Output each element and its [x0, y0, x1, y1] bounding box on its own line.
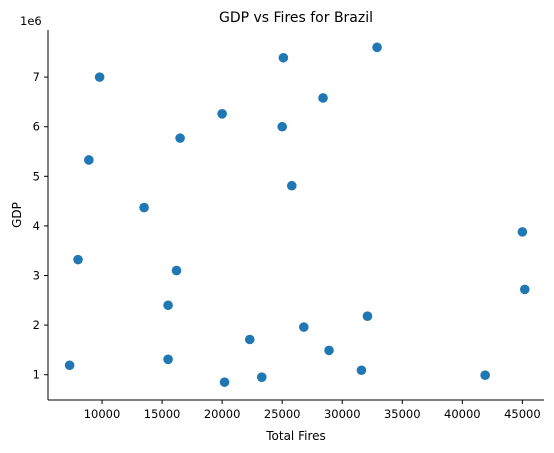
x-tick-label: 20000: [204, 407, 241, 421]
data-point: [278, 52, 289, 63]
data-point: [356, 365, 367, 376]
x-tick-label: 10000: [84, 407, 121, 421]
y-tick-label: 2: [33, 318, 40, 332]
data-point: [94, 72, 105, 82]
data-point: [256, 372, 267, 382]
y-tick-label: 3: [33, 269, 40, 283]
y-tick-label: 4: [33, 219, 40, 233]
x-tick-label: 40000: [444, 407, 481, 421]
data-point: [517, 227, 528, 237]
x-tick-label: 35000: [384, 407, 421, 421]
x-tick-label: 30000: [324, 407, 361, 421]
data-point: [175, 133, 185, 143]
data-point: [64, 360, 75, 371]
y-tick-label: 5: [33, 169, 40, 183]
data-point: [139, 202, 149, 213]
data-point: [171, 265, 182, 276]
y-axis-label: GDP: [10, 202, 24, 228]
x-tick-label: 45000: [504, 407, 541, 421]
data-point: [318, 93, 328, 103]
data-point: [372, 42, 382, 53]
y-tick-label: 6: [33, 120, 40, 134]
data-point: [277, 121, 287, 132]
data-point: [217, 109, 227, 119]
axis-ticks: 10000 15000 20000 25000 30000 35000 40000 45000…: [33, 70, 541, 421]
data-point: [73, 254, 83, 265]
data-point: [244, 334, 255, 345]
data-point: [84, 155, 94, 165]
data-point: [163, 354, 173, 365]
y-tick-label: 1: [33, 368, 40, 382]
y-offset-text: 1e6: [20, 14, 42, 28]
data-point: [219, 377, 230, 387]
data-points: [64, 42, 530, 387]
x-tick-label: 15000: [144, 407, 181, 421]
data-point: [480, 370, 490, 381]
data-point: [362, 311, 373, 321]
data-point: [163, 300, 173, 311]
data-point: [519, 284, 530, 295]
data-point: [299, 322, 309, 332]
x-axis-label: Total Fires: [265, 429, 326, 443]
y-tick-label: 7: [33, 70, 40, 84]
data-point: [286, 180, 297, 191]
x-tick-label: 25000: [264, 407, 301, 421]
chart-title: GDP vs Fires for Brazil: [219, 10, 373, 26]
data-point: [324, 345, 334, 356]
